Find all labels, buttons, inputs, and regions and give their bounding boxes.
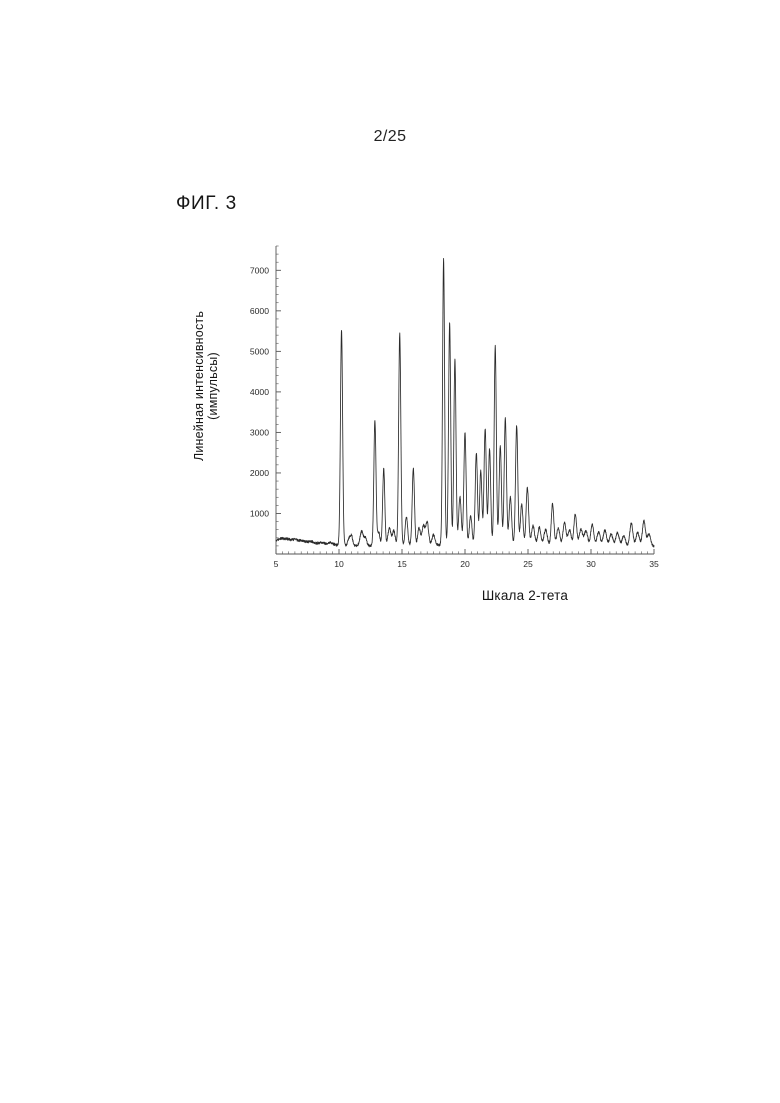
x-tick-label: 35: [649, 559, 659, 569]
y-tick-label: 2000: [250, 468, 269, 478]
x-tick-group: [276, 549, 654, 554]
x-axis-title-text: Шкала 2-тета: [282, 588, 568, 603]
page-sheet: 2/25 ФИГ. 3 Линейная интенсивность (импу…: [0, 0, 780, 1103]
y-tick-label: 7000: [250, 265, 269, 275]
y-tick-label: 4000: [250, 387, 269, 397]
y-tick-label: 6000: [250, 306, 269, 316]
figure-block: Линейная интенсивность (импульсы) 1000 20…: [170, 236, 680, 626]
y-axis-title-line1: Линейная интенсивность: [192, 311, 206, 461]
figure-caption: ФИГ. 3: [176, 193, 237, 215]
y-tick-label-group: 1000 2000 3000 4000 5000 6000 7000: [250, 265, 269, 518]
y-tick-label: 1000: [250, 508, 269, 518]
x-tick-label: 20: [460, 559, 470, 569]
y-axis-title: Линейная интенсивность (импульсы): [192, 216, 216, 556]
x-tick-label: 30: [586, 559, 596, 569]
x-tick-label: 5: [274, 559, 279, 569]
x-axis-title: Шкала 2-тета: [170, 588, 680, 603]
xrpd-chart: 1000 2000 3000 4000 5000 6000 7000 5 10 15 20 25 30…: [230, 236, 660, 581]
y-axis-title-line2: (импульсы): [206, 352, 220, 420]
y-tick-group: [276, 246, 281, 554]
x-tick-label: 15: [397, 559, 407, 569]
plot-area: 1000 2000 3000 4000 5000 6000 7000 5 10 15 20 25 30…: [230, 236, 660, 581]
y-tick-label: 5000: [250, 346, 269, 356]
x-tick-label-group: 5 10 15 20 25 30 35: [274, 559, 659, 569]
diffraction-trace: [276, 258, 654, 547]
x-tick-label: 10: [334, 559, 344, 569]
axis-lines: [276, 246, 654, 554]
y-tick-label: 3000: [250, 427, 269, 437]
x-tick-label: 25: [523, 559, 533, 569]
page-number: 2/25: [0, 128, 780, 146]
